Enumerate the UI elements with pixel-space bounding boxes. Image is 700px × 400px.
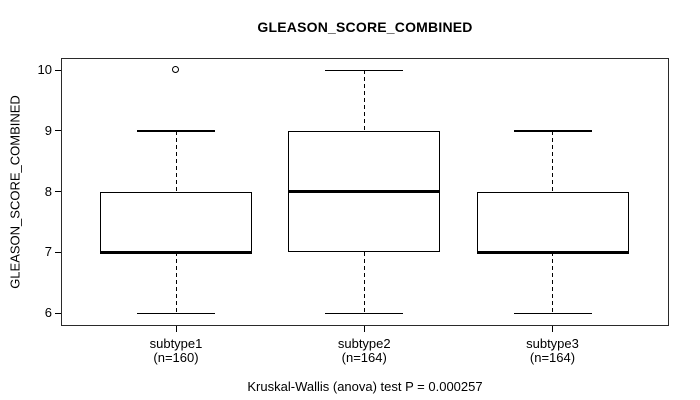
x-category-count: (n=164) bbox=[341, 350, 387, 365]
x-category-label: subtype1 (n=160) bbox=[96, 337, 256, 365]
whisker-lower bbox=[175, 252, 177, 313]
whisker-upper bbox=[363, 70, 365, 131]
x-axis-tick bbox=[175, 326, 177, 332]
whisker-upper bbox=[552, 130, 553, 192]
x-category-count: (n=164) bbox=[529, 350, 576, 365]
x-axis-tick bbox=[552, 326, 553, 332]
y-axis-tick bbox=[55, 191, 61, 192]
whisker-upper bbox=[175, 130, 177, 192]
y-axis-tick bbox=[55, 130, 61, 132]
x-axis-tick bbox=[363, 326, 365, 332]
y-axis-tick bbox=[55, 69, 61, 71]
x-category-label: subtype2 (n=164) bbox=[284, 337, 444, 365]
chart-title: GLEASON_SCORE_COMBINED bbox=[257, 19, 473, 35]
whisker-cap-lower bbox=[137, 312, 215, 314]
whisker-cap-lower bbox=[513, 312, 592, 314]
x-category-name: subtype3 bbox=[526, 336, 579, 351]
whisker-lower bbox=[552, 252, 553, 313]
y-tick-label: 10 bbox=[37, 62, 52, 77]
whisker-cap-upper bbox=[325, 69, 404, 71]
y-tick-label: 8 bbox=[44, 183, 52, 199]
y-tick-label: 6 bbox=[44, 305, 52, 320]
whisker-cap-upper bbox=[137, 130, 215, 132]
iqr-box bbox=[100, 191, 252, 253]
median-line bbox=[100, 250, 252, 254]
whisker-cap-lower bbox=[325, 312, 404, 314]
outlier-point bbox=[172, 66, 179, 73]
x-category-count: (n=160) bbox=[153, 350, 199, 365]
x-category-name: subtype2 bbox=[337, 336, 391, 351]
y-axis-tick bbox=[55, 251, 61, 253]
x-category-label: subtype3 (n=164) bbox=[473, 337, 633, 365]
median-line bbox=[288, 190, 441, 193]
y-axis-label: GLEASON_SCORE_COMBINED bbox=[7, 95, 23, 289]
x-category-name: subtype1 bbox=[149, 336, 203, 351]
y-axis-tick bbox=[55, 312, 61, 314]
y-tick-label: 9 bbox=[44, 122, 52, 138]
iqr-box bbox=[476, 191, 629, 253]
stat-test-note: Kruskal-Wallis (anova) test P = 0.000257 bbox=[247, 379, 483, 394]
whisker-lower bbox=[363, 252, 365, 313]
median-line bbox=[476, 250, 629, 254]
y-tick-label: 7 bbox=[44, 244, 52, 260]
whisker-cap-upper bbox=[513, 130, 592, 132]
